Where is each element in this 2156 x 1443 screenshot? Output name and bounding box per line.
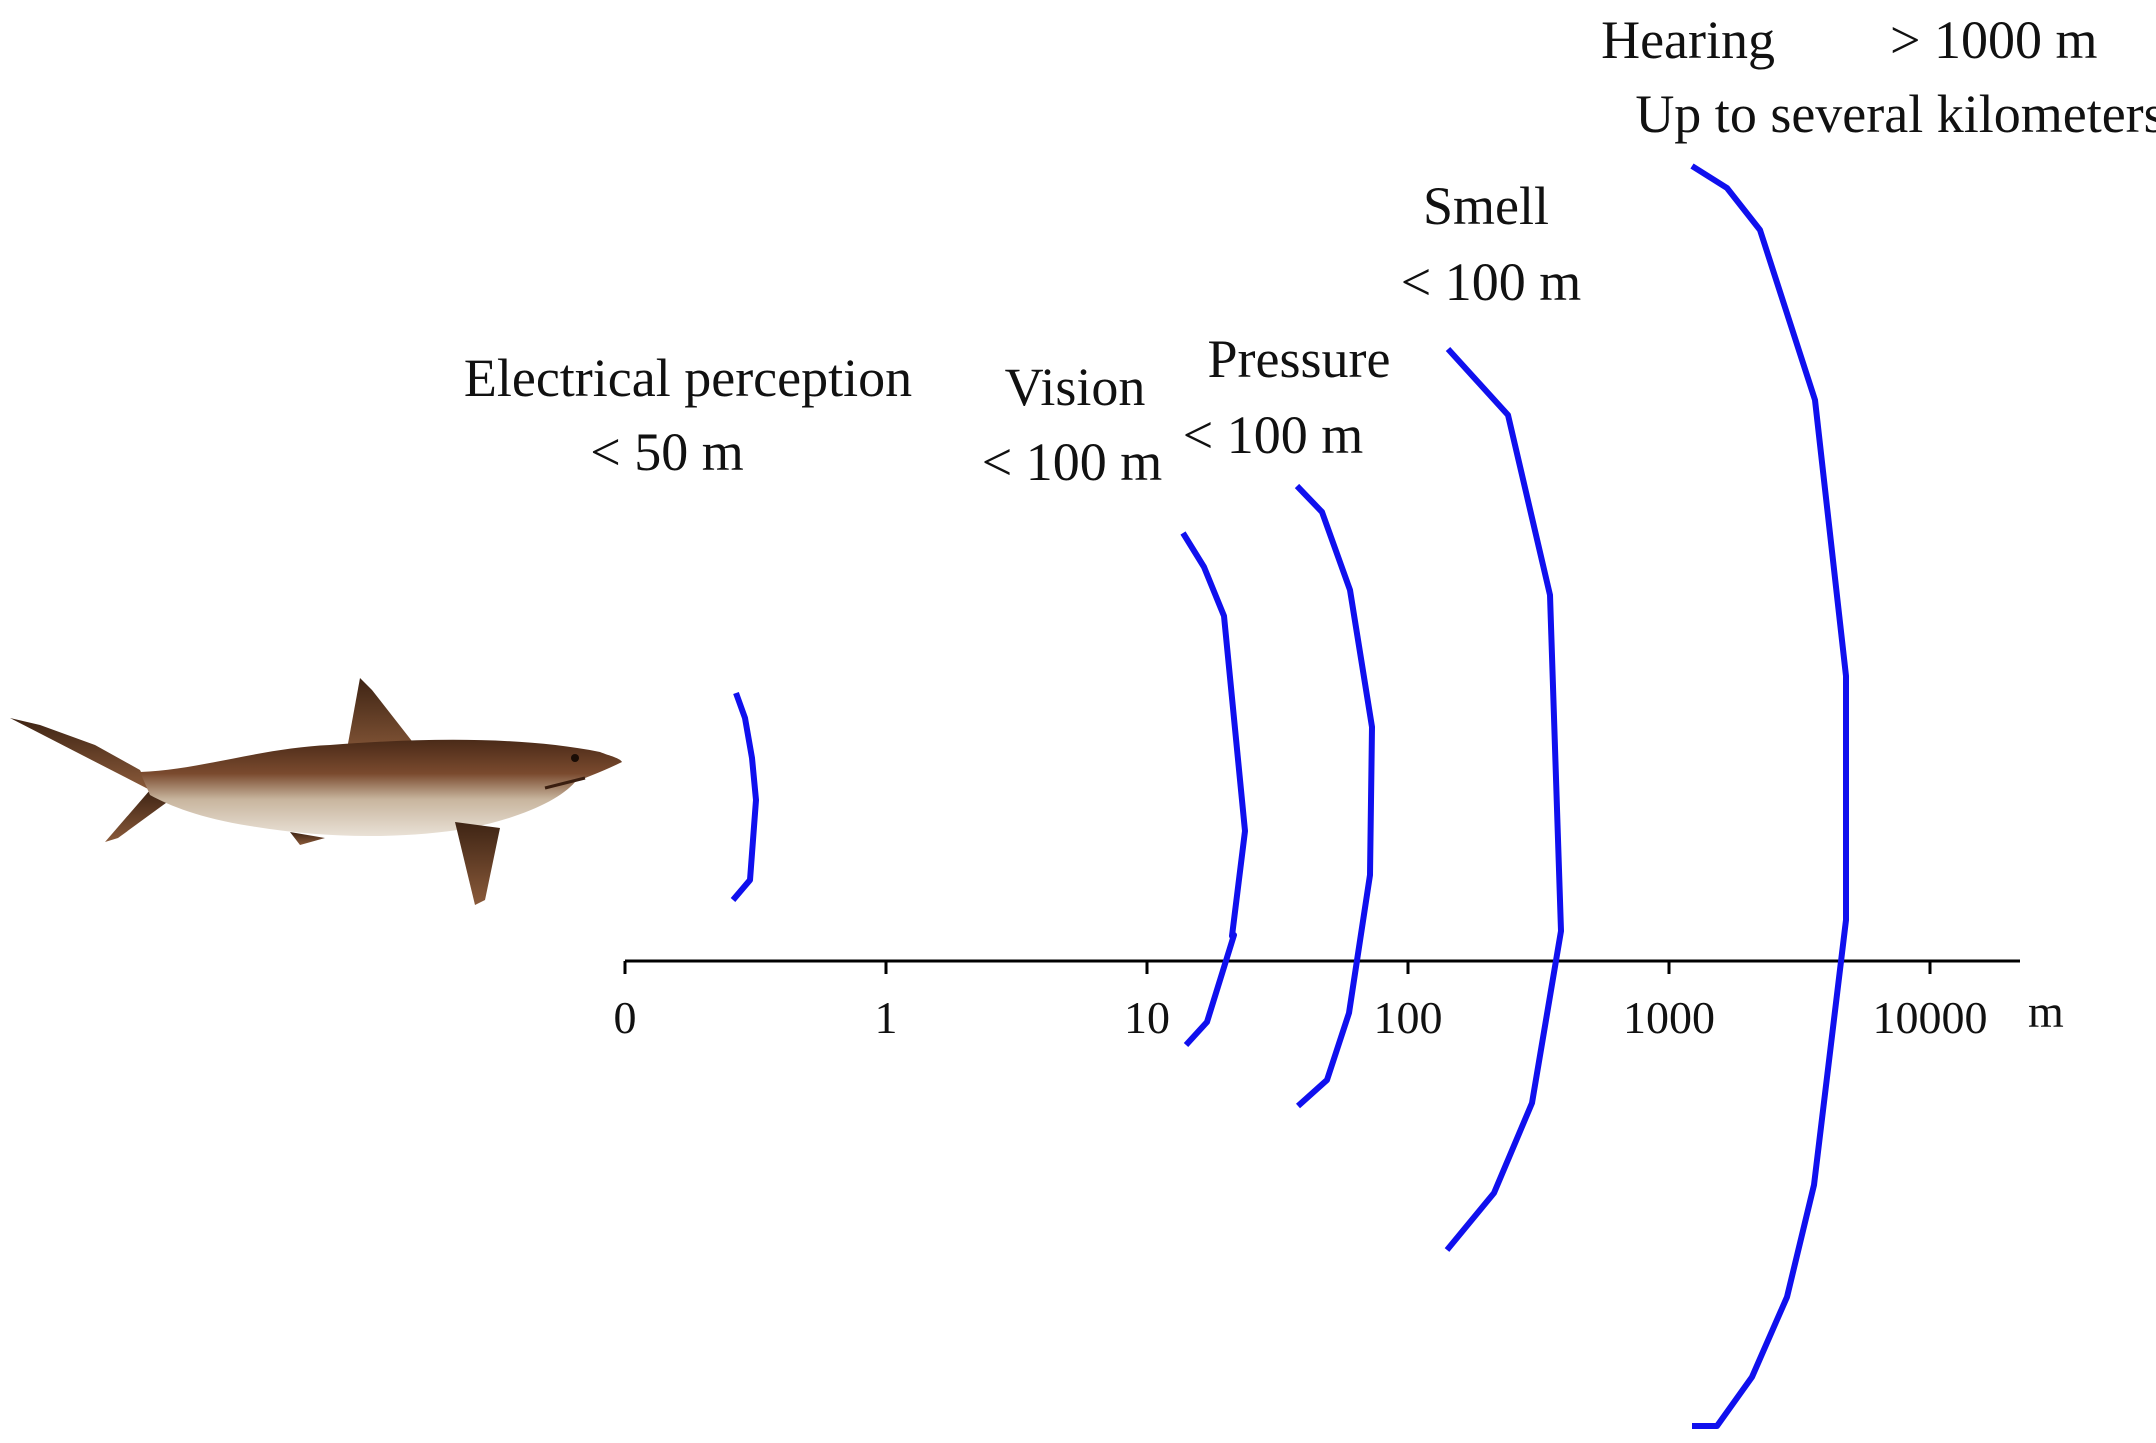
electrical-range-arc [730, 691, 759, 902]
axis-tick-label: 0 [614, 992, 637, 1043]
vision-range-arc [1180, 531, 1248, 1048]
shark-icon [10, 678, 622, 905]
axis-tick-label: 10000 [1873, 992, 1988, 1043]
axis-tick-label: 10 [1124, 992, 1170, 1043]
pressure-range-arc [1294, 483, 1375, 1109]
axis-tick-label: 100 [1374, 992, 1443, 1043]
vision-label: Vision [1005, 357, 1146, 417]
axis-unit-label: m [2028, 986, 2064, 1037]
pressure-range: < 100 m [1183, 405, 1363, 465]
axis-ticks: 0 1 10 100 1000 10000 [614, 961, 1988, 1043]
hearing-range: > 1000 m [1890, 10, 2097, 70]
hearing-range-arc [1690, 163, 1849, 1429]
electrical-perception-range: < 50 m [590, 422, 743, 482]
hearing-label: Hearing [1601, 10, 1775, 70]
axis-tick-label: 1000 [1623, 992, 1715, 1043]
smell-range-arc [1444, 346, 1564, 1252]
axis-tick-label: 1 [875, 992, 898, 1043]
vision-range: < 100 m [982, 432, 1162, 492]
smell-label: Smell [1423, 176, 1549, 236]
electrical-perception-label: Electrical perception [464, 348, 912, 408]
smell-range: < 100 m [1401, 252, 1581, 312]
hearing-note: Up to several kilometers [1635, 84, 2156, 144]
pressure-label: Pressure [1208, 329, 1391, 389]
